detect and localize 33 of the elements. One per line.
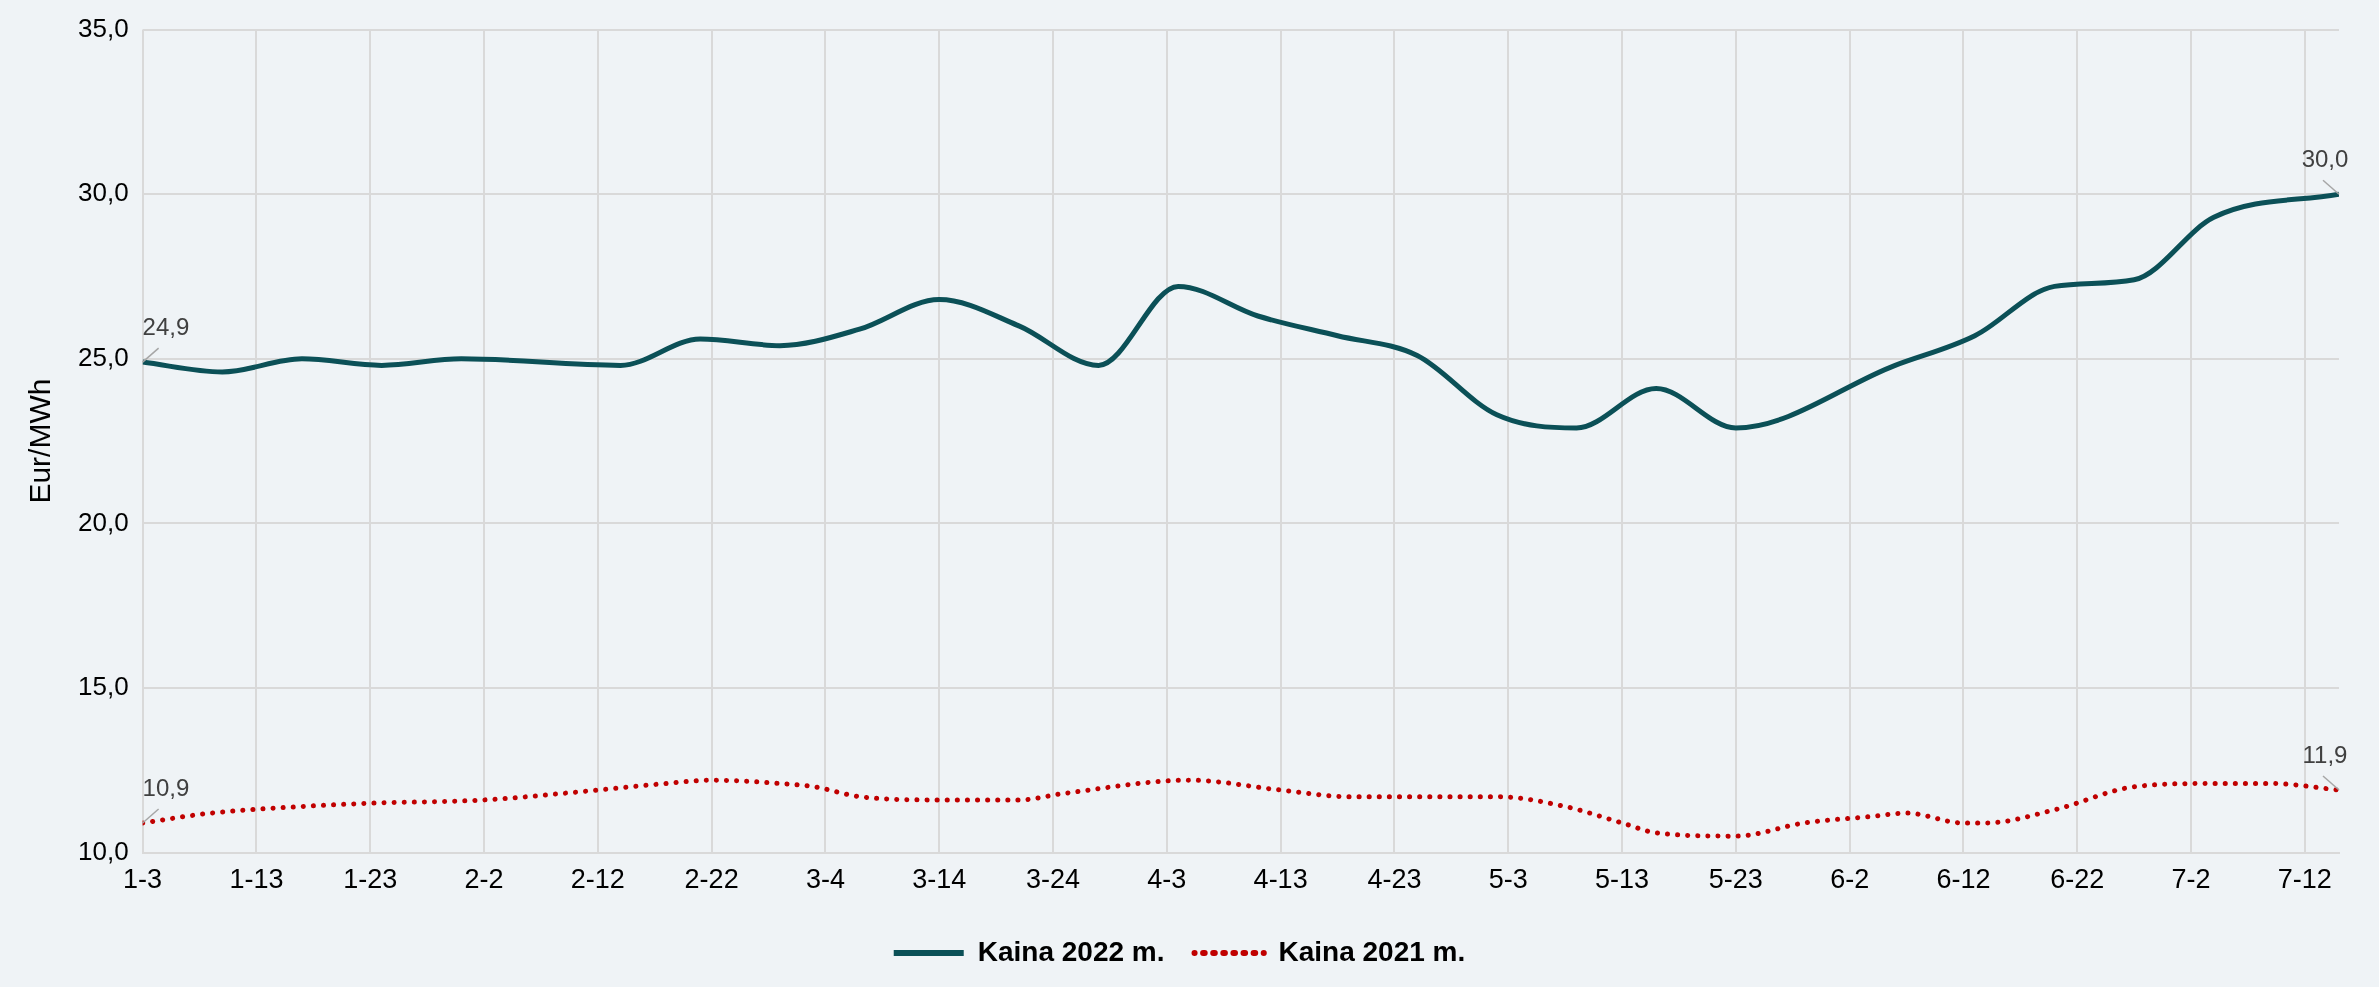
x-tick-label: 3-14 (912, 864, 967, 895)
x-tick-label: 2-22 (684, 864, 739, 895)
y-tick-label: 30,0 (77, 177, 129, 208)
data-label: 10,9 (142, 773, 190, 801)
y-tick-label: 35,0 (77, 12, 129, 43)
x-tick-label: 7-2 (2171, 864, 2211, 895)
x-tick-label: 3-24 (1026, 864, 1081, 895)
data-label: 24,9 (142, 312, 190, 340)
y-tick-label: 25,0 (77, 341, 129, 372)
x-tick-label: 4-3 (1147, 864, 1187, 895)
x-tick-label: 6-22 (2050, 864, 2105, 895)
x-tick-label: 6-2 (1830, 864, 1870, 895)
data-label: 30,0 (2301, 144, 2349, 172)
y-tick-label: 20,0 (77, 506, 129, 537)
x-tick-label: 3-4 (805, 864, 845, 895)
y-axis-title: Eur/MWh (23, 378, 57, 504)
y-tick-label: 10,0 (77, 835, 129, 866)
x-tick-label: 5-13 (1595, 864, 1650, 895)
x-tick-label: 2-12 (570, 864, 625, 895)
y-tick-label: 15,0 (77, 671, 129, 702)
data-label: 11,9 (2302, 740, 2348, 768)
x-tick-label: 7-12 (2277, 864, 2332, 895)
x-tick-label: 4-13 (1253, 864, 1308, 895)
legend-label: Kaina 2021 m. (1278, 935, 1466, 967)
x-tick-label: 1-3 (123, 864, 163, 895)
x-tick-label: 5-23 (1708, 864, 1763, 895)
legend-label: Kaina 2022 m. (977, 935, 1165, 967)
x-tick-label: 5-3 (1488, 864, 1528, 895)
x-tick-label: 1-23 (343, 864, 398, 895)
x-tick-label: 1-13 (229, 864, 284, 895)
x-tick-label: 6-12 (1936, 864, 1991, 895)
x-tick-label: 4-23 (1367, 864, 1422, 895)
x-tick-label: 2-2 (464, 864, 504, 895)
